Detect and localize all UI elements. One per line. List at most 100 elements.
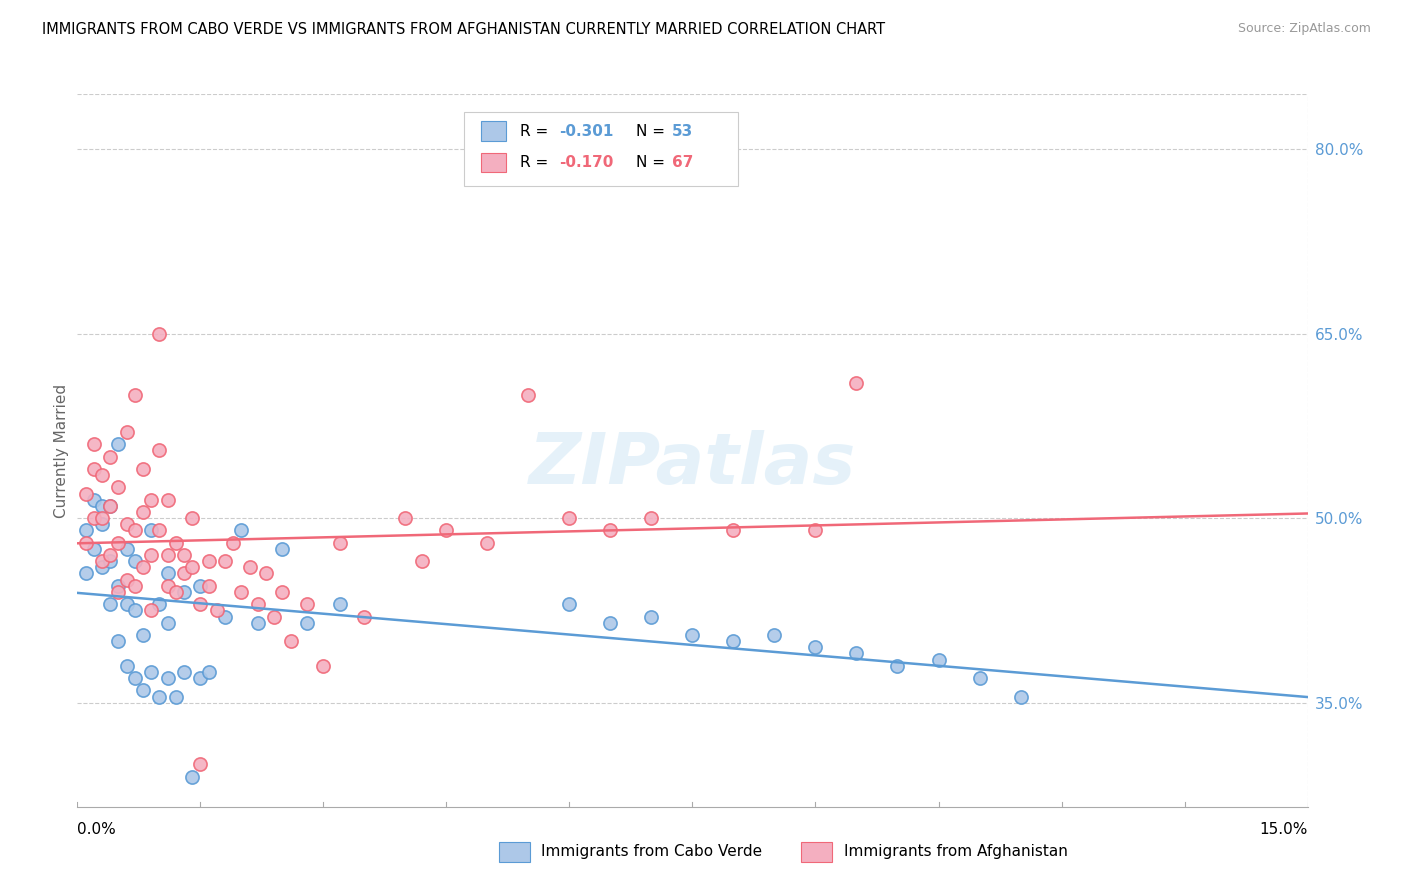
Point — [115, 573, 138, 587]
Point — [197, 579, 219, 593]
Point — [156, 579, 179, 593]
Point — [107, 579, 129, 593]
Point — [312, 658, 335, 673]
Point — [173, 665, 195, 679]
Text: Source: ZipAtlas.com: Source: ZipAtlas.com — [1237, 22, 1371, 36]
Point — [141, 524, 163, 538]
Text: -0.170: -0.170 — [560, 155, 614, 169]
Point — [295, 615, 318, 630]
Point — [107, 480, 129, 494]
Point — [90, 511, 114, 525]
Text: R =: R = — [520, 124, 554, 138]
Point — [141, 548, 163, 562]
Point — [558, 511, 581, 525]
Point — [231, 585, 253, 599]
Point — [886, 658, 908, 673]
Point — [682, 628, 704, 642]
Point — [98, 597, 121, 611]
Point — [165, 535, 187, 549]
Point — [115, 541, 138, 556]
Point — [83, 511, 105, 525]
Point — [214, 609, 236, 624]
Point — [115, 597, 138, 611]
Point — [723, 634, 745, 648]
Point — [969, 671, 991, 685]
Point — [98, 499, 121, 513]
Point — [83, 541, 105, 556]
Point — [98, 548, 121, 562]
Point — [98, 450, 121, 464]
Point — [90, 560, 114, 574]
Point — [156, 566, 179, 581]
Point — [90, 468, 114, 483]
Point — [329, 535, 352, 549]
Point — [83, 437, 105, 451]
Point — [156, 671, 179, 685]
Point — [156, 548, 179, 562]
Point — [1010, 690, 1032, 704]
Point — [188, 597, 212, 611]
Point — [132, 462, 155, 476]
Text: N =: N = — [636, 155, 669, 169]
Point — [599, 615, 621, 630]
Point — [763, 628, 786, 642]
Point — [90, 499, 114, 513]
Point — [115, 425, 138, 439]
Point — [558, 597, 581, 611]
Point — [124, 524, 146, 538]
Point — [148, 443, 170, 458]
Point — [124, 603, 146, 617]
Point — [271, 585, 294, 599]
Point — [599, 524, 621, 538]
Point — [640, 609, 662, 624]
Point — [148, 690, 170, 704]
Point — [271, 541, 294, 556]
Point — [83, 492, 105, 507]
Point — [148, 524, 170, 538]
Point — [353, 609, 375, 624]
Point — [75, 566, 97, 581]
Point — [214, 554, 236, 568]
Point — [329, 597, 352, 611]
Point — [231, 524, 253, 538]
Point — [141, 492, 163, 507]
Point — [181, 770, 204, 784]
Point — [75, 535, 97, 549]
Point — [394, 511, 416, 525]
Point — [197, 665, 219, 679]
Point — [148, 597, 170, 611]
Point — [280, 634, 302, 648]
Point — [124, 671, 146, 685]
Text: N =: N = — [636, 124, 669, 138]
Text: Immigrants from Cabo Verde: Immigrants from Cabo Verde — [541, 845, 762, 859]
Point — [845, 376, 868, 390]
Point — [107, 437, 129, 451]
Text: 0.0%: 0.0% — [77, 822, 117, 837]
Text: ZIPatlas: ZIPatlas — [529, 430, 856, 500]
Point — [165, 690, 187, 704]
Point — [98, 554, 121, 568]
Point — [148, 326, 170, 341]
Point — [804, 640, 827, 655]
Point — [411, 554, 433, 568]
Point — [156, 492, 179, 507]
Point — [115, 517, 138, 532]
Point — [107, 535, 129, 549]
Y-axis label: Currently Married: Currently Married — [53, 384, 69, 517]
Point — [188, 757, 212, 772]
Point — [188, 671, 212, 685]
Point — [165, 585, 187, 599]
Point — [107, 585, 129, 599]
Point — [75, 524, 97, 538]
Point — [928, 652, 950, 666]
Text: 15.0%: 15.0% — [1260, 822, 1308, 837]
Point — [90, 517, 114, 532]
Point — [90, 554, 114, 568]
Point — [173, 585, 195, 599]
Point — [132, 505, 155, 519]
Point — [181, 511, 204, 525]
Point — [239, 560, 262, 574]
Point — [132, 683, 155, 698]
Point — [173, 566, 195, 581]
Point — [197, 554, 219, 568]
